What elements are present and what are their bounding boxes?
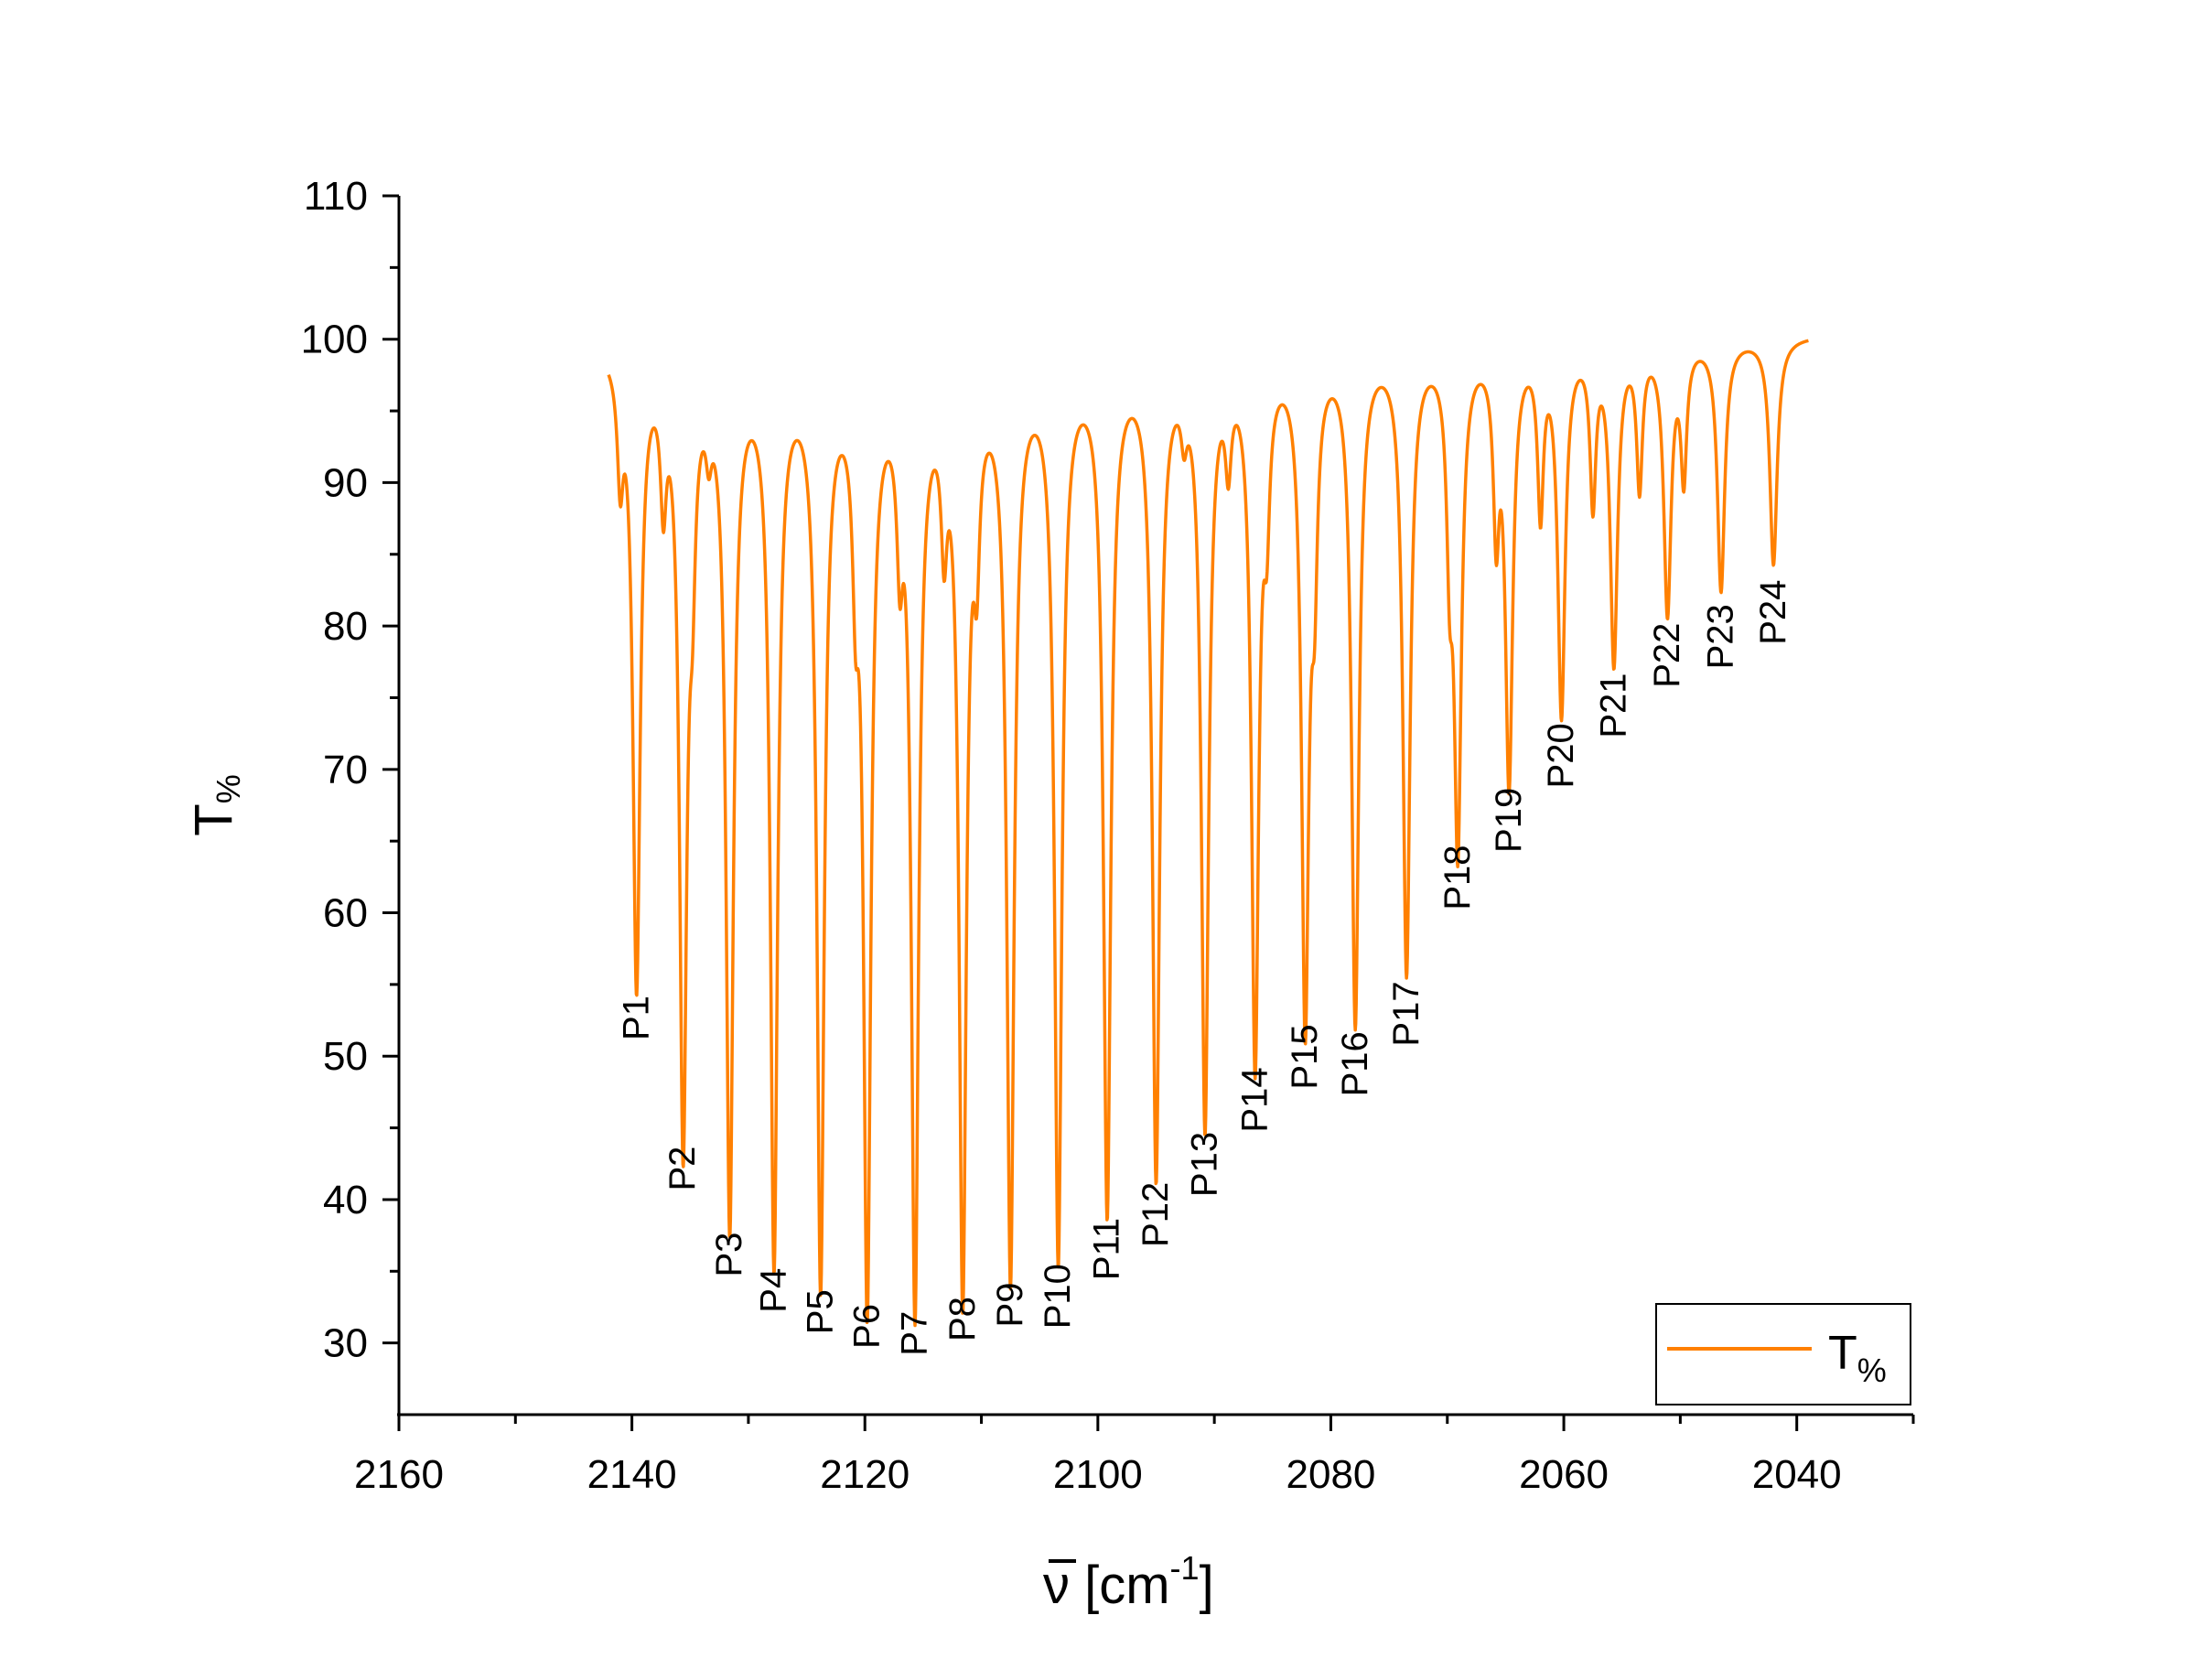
x-tick-label: 2140 [587, 1452, 677, 1497]
peak-label-text: P17 [1386, 981, 1426, 1046]
peak-label-p1: P1 [616, 996, 656, 1040]
peak-label-text: P9 [990, 1283, 1030, 1328]
peak-label-text: P1 [616, 996, 656, 1040]
peak-label-text: P22 [1647, 623, 1687, 688]
peak-label-p15: P15 [1285, 1024, 1325, 1089]
legend-box [1655, 1303, 1911, 1405]
y-tick-label: 80 [323, 604, 368, 649]
peak-label-p22: P22 [1647, 623, 1687, 688]
svg-text:ν [cm-1]: ν [cm-1] [1043, 1549, 1214, 1615]
peak-label-text: P11 [1087, 1218, 1127, 1280]
x-tick-label: 2160 [354, 1452, 444, 1497]
y-tick-label: 90 [323, 460, 368, 505]
x-tick-label: 2120 [820, 1452, 910, 1497]
peak-label-p9: P9 [990, 1283, 1030, 1328]
x-tick-label: 2080 [1286, 1452, 1376, 1497]
legend-label: T% [1828, 1327, 1887, 1389]
peak-label-p18: P18 [1437, 845, 1478, 910]
y-tick-label: 100 [301, 318, 368, 362]
peak-label-p21: P21 [1593, 673, 1633, 738]
peak-label-text: P24 [1753, 580, 1793, 645]
peak-label-text: P12 [1136, 1182, 1176, 1247]
y-tick-label: 60 [323, 891, 368, 936]
peak-label-text: P3 [709, 1233, 749, 1277]
peak-label-text: P14 [1234, 1067, 1275, 1132]
peak-label-p5: P5 [800, 1289, 840, 1334]
y-tick-label: 30 [323, 1321, 368, 1366]
y-tick-label: 70 [323, 748, 368, 792]
spectrum-line [607, 339, 1810, 1328]
peak-label-text: P18 [1437, 845, 1478, 910]
peak-label-text: P8 [942, 1297, 983, 1341]
peak-label-text: P4 [753, 1268, 793, 1313]
peak-label-text: P2 [662, 1147, 703, 1191]
plot-area [607, 339, 1810, 1328]
peak-label-p24: P24 [1753, 580, 1793, 645]
peak-label-p19: P19 [1489, 788, 1529, 853]
peak-label-p3: P3 [709, 1233, 749, 1277]
peak-label-p11: P11 [1087, 1218, 1127, 1280]
y-tick-label: 110 [304, 174, 368, 219]
y-ticks: 30 40 50 60 70 80 90 100 110 [301, 174, 399, 1366]
peak-label-p16: P16 [1335, 1031, 1375, 1096]
x-tick-label: 2060 [1519, 1452, 1609, 1497]
axes [397, 196, 1913, 1416]
peak-label-text: P21 [1593, 673, 1633, 738]
peak-label-p2: P2 [662, 1147, 703, 1191]
peak-label-text: P20 [1541, 723, 1581, 788]
peak-label-text: P10 [1038, 1264, 1078, 1329]
x-axis-title: ν [cm-1] [1043, 1549, 1214, 1615]
peak-label-text: P5 [800, 1289, 840, 1334]
peak-label-text: P7 [895, 1311, 935, 1356]
peak-label-text: P6 [846, 1304, 887, 1349]
svg-text:T%: T% [184, 774, 246, 835]
peak-label-text: P13 [1185, 1132, 1225, 1197]
peak-label-text: P15 [1285, 1024, 1325, 1089]
peak-label-text: P19 [1489, 788, 1529, 853]
peak-label-p23: P23 [1700, 604, 1740, 669]
peak-label-p12: P12 [1136, 1182, 1176, 1247]
legend: T% [1655, 1303, 1911, 1405]
peak-label-p14: P14 [1234, 1067, 1275, 1132]
peak-label-p10: P10 [1038, 1264, 1078, 1329]
y-axis-title: T% [184, 774, 246, 835]
peak-label-p4: P4 [753, 1268, 793, 1313]
x-tick-label: 2100 [1053, 1452, 1143, 1497]
peak-label-p13: P13 [1185, 1132, 1225, 1197]
peak-label-p7: P7 [895, 1311, 935, 1356]
x-tick-label: 2040 [1752, 1452, 1842, 1497]
y-tick-label: 40 [323, 1178, 368, 1222]
peak-label-p6: P6 [846, 1304, 887, 1349]
y-tick-label: 50 [323, 1034, 368, 1079]
peak-label-p20: P20 [1541, 723, 1581, 788]
x-ticks: 2160 2140 2120 2100 2080 2060 2040 [354, 1415, 1915, 1497]
peak-label-p8: P8 [942, 1297, 983, 1341]
peak-label-text: P16 [1335, 1031, 1375, 1096]
peak-label-text: P23 [1700, 604, 1740, 669]
peak-label-p17: P17 [1386, 981, 1426, 1046]
